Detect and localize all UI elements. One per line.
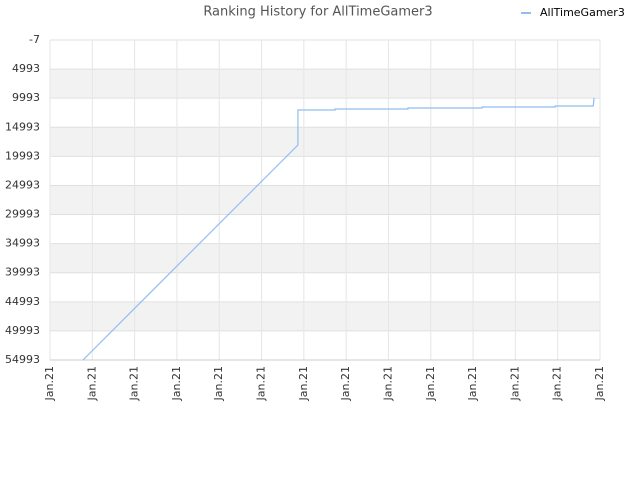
y-tick-label: 4993 xyxy=(12,62,40,75)
y-tick-label: 49993 xyxy=(5,324,40,337)
y-tick-label: 29993 xyxy=(5,208,40,221)
x-tick-label: Jan.21 xyxy=(170,366,183,401)
grid-band xyxy=(50,243,600,273)
y-tick-label: 34993 xyxy=(5,237,40,250)
x-tick-label: Jan.21 xyxy=(508,366,521,401)
grid-band xyxy=(50,69,600,99)
y-tick-label: 44993 xyxy=(5,295,40,308)
y-tick-label: 19993 xyxy=(5,149,40,162)
x-tick-label: Jan.21 xyxy=(551,366,564,401)
x-tick-label: Jan.21 xyxy=(128,366,141,401)
legend-label: AllTimeGamer3 xyxy=(540,6,625,19)
line xyxy=(82,97,595,361)
y-tick-label: 24993 xyxy=(5,178,40,191)
grid-band xyxy=(50,127,600,157)
x-tick-label: Jan.21 xyxy=(593,366,606,401)
x-tick-label: Jan.21 xyxy=(212,366,225,401)
x-tick-label: Jan.21 xyxy=(297,366,310,401)
x-tick-label: Jan.21 xyxy=(339,366,352,401)
x-tick-label: Jan.21 xyxy=(255,366,268,401)
x-tick-label: Jan.21 xyxy=(85,366,98,401)
y-tick-label: 39993 xyxy=(5,266,40,279)
y-tick-label: 9993 xyxy=(12,91,40,104)
y-tick-label: -7 xyxy=(29,33,40,46)
x-tick-label: Jan.21 xyxy=(424,366,437,401)
y-tick-label: 14993 xyxy=(5,120,40,133)
y-tick-label: 54993 xyxy=(5,353,40,366)
x-tick-label: Jan.21 xyxy=(466,366,479,401)
x-tick-label: Jan.21 xyxy=(43,366,56,401)
grid-band xyxy=(50,185,600,215)
grid-band xyxy=(50,301,600,331)
x-tick-label: Jan.21 xyxy=(381,366,394,401)
chart-title: Ranking History for AllTimeGamer3 xyxy=(203,5,432,20)
